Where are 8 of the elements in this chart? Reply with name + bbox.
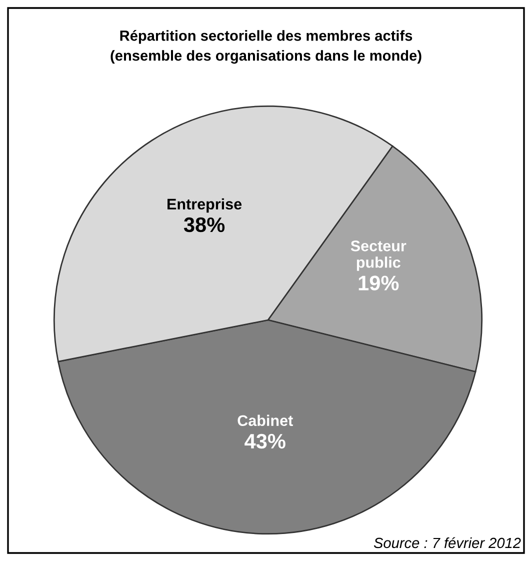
data-label: 43% [244,434,286,449]
slice-label: Entreprise [168,198,242,213]
chart-title: Répartition sectorielle des membres actifs (ensemble des organisations dans le monde) [110,30,422,64]
source-note: Source : 7 février 2012 [374,537,521,548]
data-label: 19% [358,276,399,290]
slice-label: Cabinet [238,414,293,426]
data-label: 38% [184,217,225,232]
slice-label: Secteur public [350,240,406,271]
